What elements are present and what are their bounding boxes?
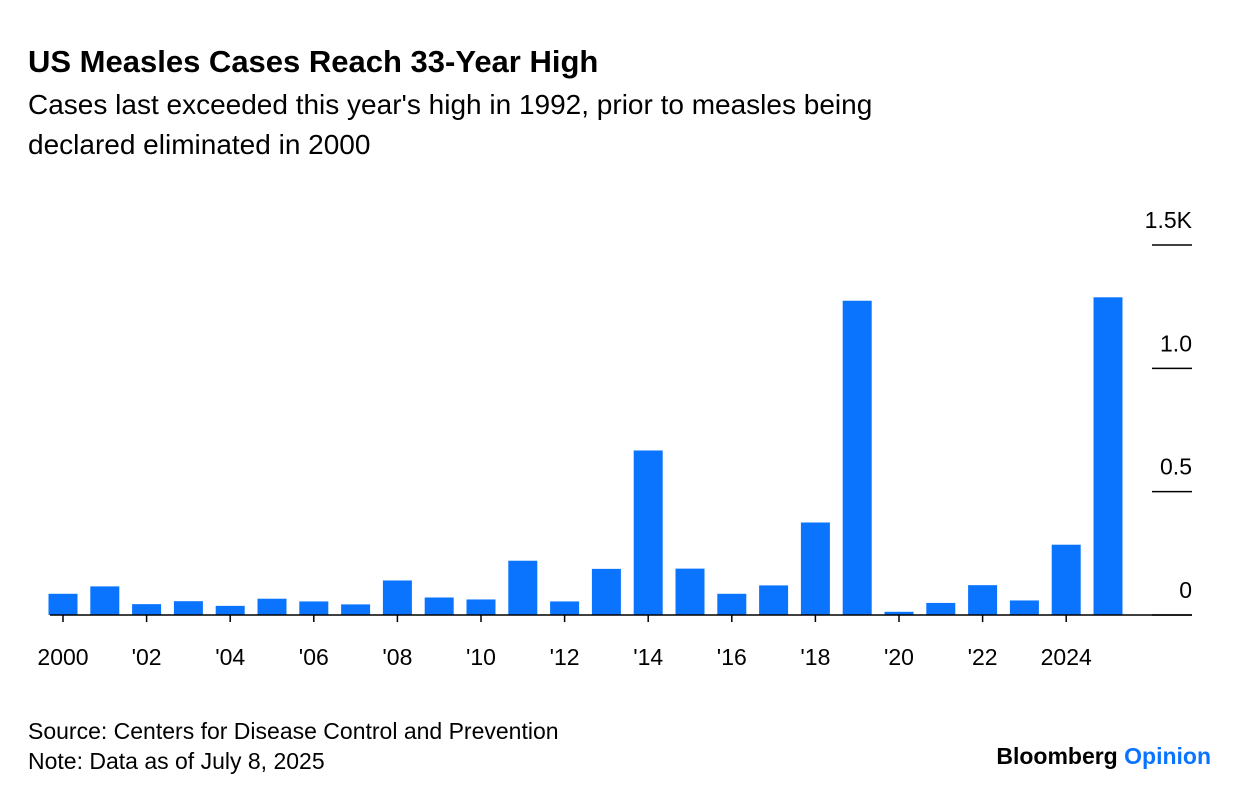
bar xyxy=(382,580,412,615)
y-tick-label: 1.5K xyxy=(1145,207,1193,233)
x-tick-label: '06 xyxy=(299,644,329,670)
y-tick-label: 0.5 xyxy=(1160,454,1192,480)
x-tick-label: '10 xyxy=(466,644,496,670)
x-tick-label: '14 xyxy=(633,644,663,670)
x-tick-label: '22 xyxy=(968,644,998,670)
bar xyxy=(675,568,705,615)
bar xyxy=(424,597,454,615)
bar xyxy=(299,601,329,615)
credit-suffix: Opinion xyxy=(1124,743,1211,769)
x-tick-label: '02 xyxy=(132,644,162,670)
x-tick-label: '12 xyxy=(550,644,580,670)
bar xyxy=(968,585,998,615)
bar xyxy=(591,568,621,615)
bar xyxy=(1051,544,1081,615)
subtitle-line: Cases last exceeded this year's high in … xyxy=(28,89,872,120)
x-tick-label: '04 xyxy=(215,644,245,670)
y-tick-label: 1.0 xyxy=(1160,330,1192,356)
bar xyxy=(341,604,371,615)
y-tick-label: 0 xyxy=(1179,577,1192,603)
bar xyxy=(215,605,245,615)
bar xyxy=(466,599,496,615)
credit: Bloomberg Opinion xyxy=(996,743,1211,769)
bar xyxy=(173,601,203,615)
note: Note: Data as of July 8, 2025 xyxy=(28,748,325,774)
bar xyxy=(257,598,287,615)
bar xyxy=(759,585,789,615)
x-tick-label: '08 xyxy=(382,644,412,670)
bar xyxy=(800,522,830,615)
subtitle-line: declared eliminated in 2000 xyxy=(28,129,370,160)
x-tick-label: 2024 xyxy=(1041,644,1092,670)
chart-title: US Measles Cases Reach 33-Year High xyxy=(28,44,598,79)
bar xyxy=(633,450,663,615)
bar xyxy=(926,602,956,615)
bar xyxy=(508,560,538,615)
bar xyxy=(1009,600,1039,615)
source: Source: Centers for Disease Control and … xyxy=(28,718,559,744)
bar xyxy=(550,601,580,615)
bar xyxy=(90,586,120,615)
bar xyxy=(884,611,914,615)
bar xyxy=(48,593,78,615)
x-tick-label: '18 xyxy=(800,644,830,670)
chart-subtitle: Cases last exceeded this year's high in … xyxy=(28,89,872,160)
x-tick-label: '20 xyxy=(884,644,914,670)
x-tick-label: 2000 xyxy=(37,644,88,670)
bar xyxy=(842,300,872,615)
credit-brand: Bloomberg xyxy=(996,743,1117,769)
bar xyxy=(132,604,162,615)
x-tick-label: '16 xyxy=(717,644,747,670)
bar xyxy=(1093,297,1123,615)
bar xyxy=(717,593,747,615)
